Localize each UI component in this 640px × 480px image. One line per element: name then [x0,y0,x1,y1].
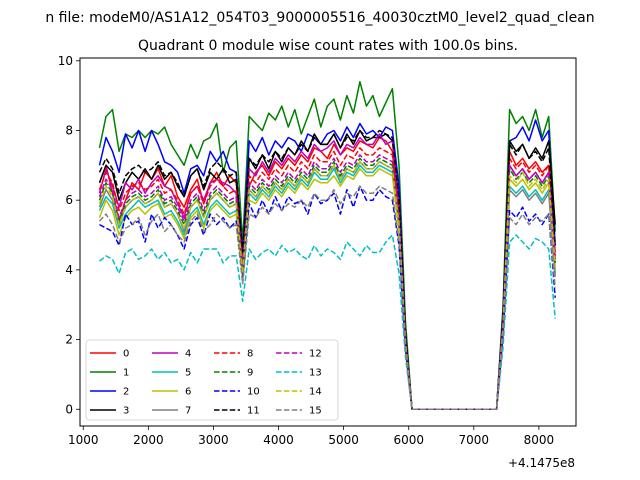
legend-label-9: 9 [247,368,253,379]
y-tick-label: 10 [58,54,73,68]
legend-label-4: 4 [185,349,191,360]
legend-label-11: 11 [247,406,260,417]
legend-label-5: 5 [185,368,191,379]
chart-title: Quadrant 0 module wise count rates with … [138,38,518,54]
plot-frame [79,57,577,427]
legend-label-10: 10 [247,387,260,398]
x-tick-label: 4000 [263,433,294,447]
y-axis: 0 2 4 6 8 10 [58,54,80,416]
x-tick-label: 7000 [459,433,490,447]
x-tick-label: 2000 [133,433,164,447]
x-offset-label: +4.1475e8 [508,456,575,470]
y-tick-label: 2 [65,333,73,347]
x-tick-label: 5000 [328,433,359,447]
legend-box [85,339,339,421]
legend-label-8: 8 [247,349,253,360]
x-tick-label: 6000 [393,433,424,447]
legend-label-7: 7 [185,406,191,417]
x-tick-label: 8000 [524,433,555,447]
x-tick-label: 1000 [68,433,99,447]
series-line-15 [98,185,556,411]
legend-label-14: 14 [309,387,322,398]
legend-label-6: 6 [185,387,191,398]
legend-label-3: 3 [123,406,129,417]
series-lines [98,80,556,411]
legend-label-1: 1 [123,368,129,379]
x-tick-label: 3000 [198,433,229,447]
series-line-9 [98,157,556,411]
legend-label-12: 12 [309,349,322,360]
legend-label-13: 13 [309,368,322,379]
y-tick-label: 4 [65,263,73,277]
legend-label-2: 2 [123,387,129,398]
y-tick-label: 0 [65,402,73,416]
y-tick-label: 6 [65,193,73,207]
figure-suptitle: n file: modeM0/AS1A12_054T03_9000005516_… [45,10,594,26]
x-axis: 1000 2000 3000 4000 5000 6000 7000 8000 [68,426,554,447]
y-tick-label: 8 [65,123,73,137]
legend-label-0: 0 [123,349,129,360]
legend-label-15: 15 [309,406,322,417]
